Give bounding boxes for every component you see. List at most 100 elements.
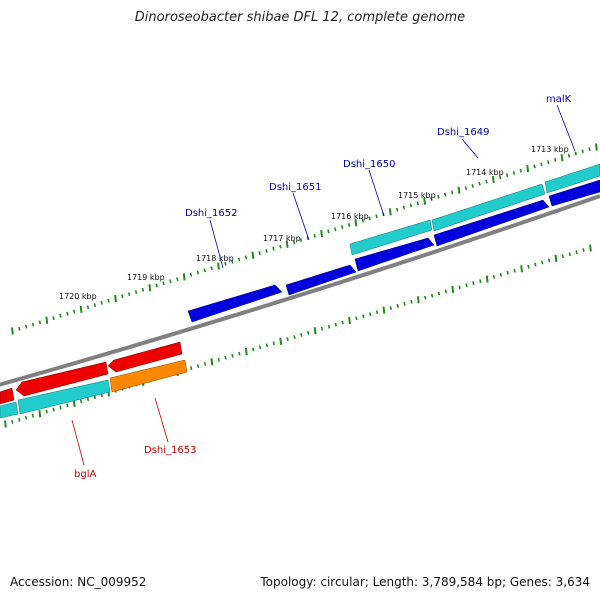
minor-tick xyxy=(327,229,330,234)
minor-tick xyxy=(320,326,324,331)
minor-tick xyxy=(45,409,48,414)
gene-label[interactable]: Dshi_1651 xyxy=(269,182,321,193)
cds-arrow[interactable] xyxy=(431,183,546,232)
kbp-label: 1719 kbp xyxy=(127,273,165,282)
gene-arrow[interactable] xyxy=(354,237,435,272)
major-tick xyxy=(354,219,358,227)
gene-arrow[interactable] xyxy=(187,284,283,323)
forward-cds-ring xyxy=(349,163,600,256)
major-tick xyxy=(148,284,152,292)
minor-tick xyxy=(485,179,488,184)
major-tick xyxy=(589,244,592,252)
kbp-label: 1718 kbp xyxy=(196,254,234,263)
reverse-cds-ring xyxy=(0,379,111,419)
gene-label[interactable]: Dshi_1652 xyxy=(185,208,237,219)
minor-tick xyxy=(402,205,406,210)
leader-line xyxy=(461,138,479,159)
minor-tick xyxy=(369,312,372,317)
gene-label[interactable]: malK xyxy=(546,94,572,105)
cds-arrow[interactable] xyxy=(17,379,111,415)
minor-tick xyxy=(561,254,565,259)
gene-arrow[interactable] xyxy=(109,359,188,393)
minor-tick xyxy=(472,281,475,286)
minor-tick xyxy=(375,214,378,219)
minor-tick xyxy=(396,304,399,308)
gene-arrow[interactable] xyxy=(0,387,15,405)
minor-tick xyxy=(403,302,406,306)
gene-arrow[interactable] xyxy=(285,264,357,296)
major-tick xyxy=(485,275,489,283)
minor-tick xyxy=(444,192,447,197)
major-tick xyxy=(382,306,386,314)
minor-tick xyxy=(292,240,296,245)
minor-tick xyxy=(389,306,392,310)
major-tick xyxy=(451,285,455,294)
minor-tick xyxy=(141,287,145,292)
minor-tick xyxy=(279,244,282,249)
minor-tick xyxy=(410,299,413,304)
minor-tick xyxy=(575,250,578,255)
minor-tick xyxy=(513,268,516,273)
major-tick xyxy=(560,154,564,162)
minor-tick xyxy=(189,272,193,277)
minor-tick xyxy=(313,233,316,238)
minor-tick xyxy=(499,273,503,277)
cds-arrow[interactable] xyxy=(349,219,433,256)
minor-tick xyxy=(134,290,138,294)
minor-tick xyxy=(547,160,550,165)
minor-tick xyxy=(231,259,234,264)
map-title: Dinoroseobacter shibae DFL 12, complete … xyxy=(134,10,466,25)
minor-tick xyxy=(155,283,158,288)
gene-label[interactable]: Dshi_1650 xyxy=(343,159,395,170)
minor-tick xyxy=(59,405,62,410)
leader-line xyxy=(209,219,224,269)
major-tick xyxy=(11,327,14,335)
minor-tick xyxy=(258,345,262,350)
minor-tick xyxy=(424,295,427,300)
minor-tick xyxy=(31,322,35,327)
minor-tick xyxy=(203,268,206,273)
minor-tick xyxy=(196,364,200,368)
kbp-label: 1720 kbp xyxy=(59,292,97,301)
outer-tick-ring xyxy=(11,143,598,335)
gene-arrow[interactable] xyxy=(107,341,183,373)
minor-tick xyxy=(217,357,220,362)
minor-tick xyxy=(86,397,90,402)
leader-line xyxy=(71,419,85,466)
major-tick xyxy=(285,240,289,249)
minor-tick xyxy=(210,266,213,271)
gene-arrow[interactable] xyxy=(15,361,109,397)
minor-tick xyxy=(437,194,440,199)
minor-tick xyxy=(176,277,179,281)
minor-tick xyxy=(465,283,468,288)
minor-tick xyxy=(196,270,200,275)
kbp-label: 1714 kbp xyxy=(466,168,504,177)
minor-tick xyxy=(450,190,454,195)
major-tick xyxy=(217,262,220,270)
minor-tick xyxy=(396,207,399,212)
gene-labels: malK Dshi_1649 Dshi_1650 Dshi_1651 Dshi_… xyxy=(74,94,572,480)
minor-tick xyxy=(416,201,419,206)
minor-tick xyxy=(458,285,461,290)
minor-tick xyxy=(231,353,234,358)
minor-tick xyxy=(11,420,14,424)
gene-arrow[interactable] xyxy=(433,199,550,247)
cds-arrow[interactable] xyxy=(0,401,19,419)
minor-tick xyxy=(430,293,434,298)
gene-arrow[interactable] xyxy=(548,179,600,207)
minor-tick xyxy=(224,261,227,266)
minor-tick xyxy=(238,351,241,356)
minor-tick xyxy=(334,227,337,232)
gene-label[interactable]: Dshi_1653 xyxy=(144,445,196,456)
minor-tick xyxy=(582,248,585,252)
forward-strand-genes xyxy=(187,179,600,323)
minor-tick xyxy=(237,257,241,262)
gene-label[interactable]: Dshi_1649 xyxy=(437,127,489,138)
minor-tick xyxy=(368,216,371,221)
minor-tick xyxy=(588,147,591,152)
gene-label[interactable]: bglA xyxy=(74,469,96,480)
minor-tick xyxy=(341,225,344,229)
minor-tick xyxy=(24,415,28,420)
major-tick xyxy=(313,327,317,335)
cds-arrow[interactable] xyxy=(544,163,600,194)
